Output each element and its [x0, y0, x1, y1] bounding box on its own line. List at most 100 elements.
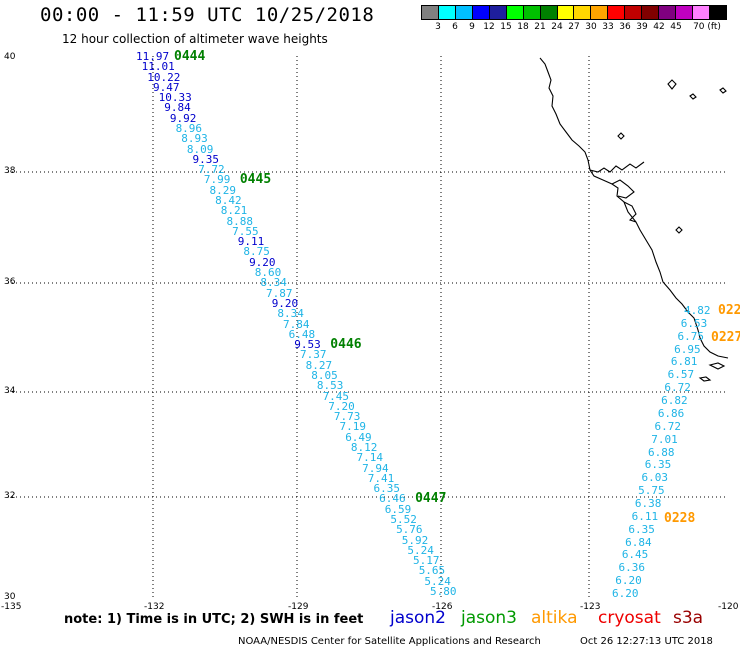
lake-small-2: [719, 87, 727, 94]
jason2-swh-value: 5.52: [390, 512, 417, 526]
altika-swh-value: 6.95: [674, 342, 701, 356]
colorbar-label: 15: [500, 22, 512, 32]
colorbar-label: 70 (ft): [693, 22, 721, 32]
island-channel-1: [708, 362, 726, 370]
jason2-swh-value: 5.65: [418, 564, 446, 578]
altika-swh-value: 6.38: [634, 496, 662, 510]
colorbar-label: 45: [670, 22, 682, 32]
jason2-swh-value: 5.80: [430, 585, 457, 598]
altika-swh-value: 6.20: [612, 587, 639, 600]
altika-swh-value: 7.01: [651, 432, 678, 446]
mission-legend-jason2: jason2: [390, 608, 446, 628]
altika-swh-value: 6.75: [677, 329, 704, 343]
altika-swh-value: 6.20: [615, 574, 642, 588]
altika-swh-value: 6.72: [654, 419, 682, 433]
jason2-pass-tag: 0445: [239, 172, 272, 188]
jason2-swh-value: 7.94: [362, 461, 389, 475]
jason2-swh-value: 7.84: [283, 317, 310, 331]
colorbar-swatch: [676, 6, 693, 19]
colorbar-label: 18: [517, 22, 529, 32]
colorbar-label: 3: [435, 22, 441, 32]
colorbar-swatch: [422, 6, 439, 19]
jason2-swh-value: 6.35: [373, 482, 400, 496]
lon-label-120: -120: [718, 602, 739, 612]
altika-swh-value: 6.45: [621, 548, 649, 562]
jason2-swh-value: 7.87: [266, 286, 293, 300]
island-channel-2: [698, 376, 712, 382]
jason2-swh-value: 7.37: [299, 348, 327, 362]
colorbar-swatch: [540, 6, 558, 19]
lon-label-129: -129: [288, 602, 309, 612]
jason2-swh-value: 7.14: [356, 451, 384, 465]
graticule: [8, 56, 728, 598]
footer-credit: NOAA/NESDIS Center for Satellite Applica…: [238, 636, 541, 647]
altika-pass-tag: 0227: [711, 330, 740, 345]
jason2-swh-value: 5.24: [424, 574, 451, 588]
lake-small-3: [675, 226, 683, 234]
colorbar-label: 36: [619, 22, 631, 32]
colorbar-swatch: [574, 6, 592, 19]
altika-swh-value: 6.84: [625, 535, 652, 549]
lat-label-30: 30: [4, 592, 16, 602]
jason2-swh-value: 8.29: [209, 183, 237, 197]
colorbar-label: 21: [534, 22, 546, 32]
altika-swh-value: 6.35: [628, 522, 655, 536]
jason2-pass-tag: 0446: [330, 337, 362, 353]
jason2-pass-tag: 0447: [415, 491, 447, 507]
jason2-swh-value: 9.53: [294, 338, 321, 352]
jason2-swh-value: 9.20: [249, 255, 276, 269]
mission-legend-altika: altika: [531, 608, 578, 628]
jason2-swh-value: 5.17: [413, 554, 440, 568]
mission-legend-cryosat: cryosat: [598, 608, 661, 628]
jason2-swh-value: 7.55: [232, 224, 259, 238]
jason2-swh-value: 9.92: [169, 111, 197, 125]
coastline-mainland: [539, 57, 729, 359]
coastline-bay: [589, 161, 645, 173]
jason2-swh-value: 7.20: [328, 399, 355, 413]
colorbar-label: 12: [483, 22, 495, 32]
wave-height-colorbar: [421, 5, 727, 20]
jason2-swh-value: 5.24: [407, 543, 434, 557]
altika-pass-tag: 0228: [664, 511, 696, 526]
jason2-swh-value: 7.72: [198, 163, 225, 177]
jason2-swh-value: 7.41: [367, 471, 395, 485]
jason2-swh-value: 5.92: [401, 533, 429, 547]
jason2-swh-value: 8.53: [316, 379, 344, 393]
colorbar-swatch: [455, 6, 473, 19]
lat-label-32: 32: [4, 491, 16, 501]
footer-note: note: 1) Time is in UTC; 2) SWH is in fe…: [64, 612, 364, 627]
jason2-swh-value: 9.20: [271, 296, 299, 310]
jason2-swh-value: 8.96: [175, 122, 203, 136]
altika-swh-value: 4.82: [684, 304, 711, 317]
colorbar-swatch: [642, 6, 660, 19]
jason2-swh-value: 10.22: [147, 70, 181, 84]
jason2-swh-value: 8.09: [186, 142, 214, 156]
jason2-swh-value: 8.75: [243, 245, 270, 259]
jason2-swh-value: 8.42: [215, 194, 242, 208]
mission-legend-jason3: jason3: [461, 608, 517, 628]
colorbar-swatch: [709, 6, 726, 19]
lat-label-40: 40: [4, 52, 16, 62]
colorbar-label: 27: [568, 22, 580, 32]
jason2-swh-value: 8.05: [311, 368, 338, 382]
colorbar-swatch: [557, 6, 575, 19]
jason2-pass-tag: 0444: [174, 49, 206, 64]
colorbar-label: 33: [602, 22, 614, 32]
colorbar-swatch: [506, 6, 524, 19]
mission-legend-s3a: s3a: [673, 608, 704, 628]
jason2-swh-value: 6.48: [288, 327, 316, 341]
colorbar-label: 6: [452, 22, 458, 32]
colorbar-swatch: [693, 6, 710, 19]
jason2-swh-value: 9.35: [192, 152, 220, 166]
page-subtitle: 12 hour collection of altimeter wave hei…: [62, 32, 328, 46]
altika-swh-value: 6.86: [657, 406, 685, 420]
altika-swh-value: 6.57: [667, 368, 695, 382]
jason2-swh-value: 8.21: [220, 204, 248, 218]
colorbar-label: 9: [469, 22, 475, 32]
colorbar-label: 39: [636, 22, 648, 32]
jason2-swh-value: 8.27: [305, 358, 333, 372]
lake-small-1: [689, 93, 697, 100]
jason2-swh-value: 11.97: [136, 50, 170, 63]
jason2-swh-value: 10.33: [158, 91, 192, 105]
jason2-swh-value: 9.84: [164, 101, 191, 115]
